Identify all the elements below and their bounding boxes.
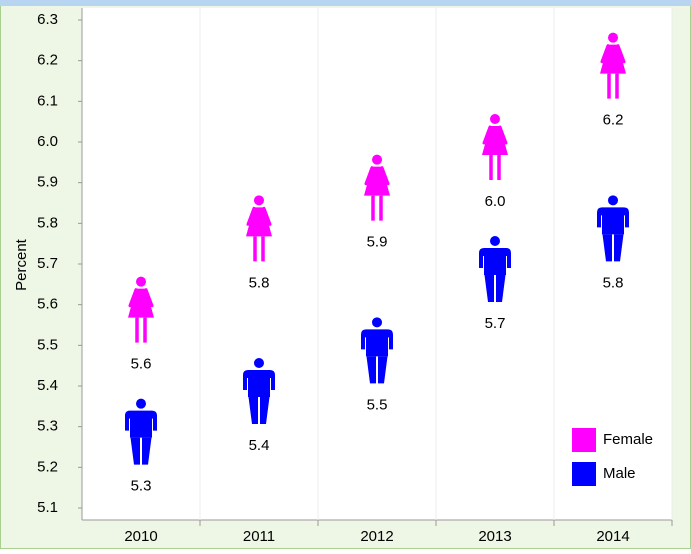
- legs: [248, 397, 270, 424]
- head: [254, 358, 264, 368]
- arms: [246, 206, 272, 226]
- legs: [366, 356, 388, 384]
- head: [372, 154, 382, 165]
- value-label: 5.3: [131, 478, 152, 495]
- legs: [607, 73, 619, 99]
- pictogram: [479, 236, 511, 302]
- arms: [600, 44, 626, 64]
- body: [243, 370, 275, 397]
- head: [608, 32, 618, 43]
- head: [490, 236, 500, 246]
- pictogram: [243, 358, 275, 424]
- pictogram: [125, 398, 157, 465]
- value-label: 6.0: [485, 193, 506, 210]
- y-tick-label: 5.9: [37, 174, 58, 191]
- y-tick-label: 5.8: [37, 214, 58, 231]
- legend-label: Female: [603, 431, 653, 448]
- value-label: 5.4: [249, 437, 270, 454]
- y-tick-label: 6.0: [37, 133, 58, 150]
- legend-swatch: [572, 462, 596, 486]
- y-tick-label: 6.3: [37, 11, 58, 28]
- pictogram: [246, 195, 272, 262]
- pictogram: [128, 276, 154, 343]
- body: [125, 410, 157, 438]
- x-tick-label: 2011: [243, 528, 275, 545]
- y-tick-label: 5.4: [37, 377, 58, 394]
- head: [136, 398, 146, 409]
- pictogram: [482, 114, 508, 180]
- y-tick-label: 5.3: [37, 418, 58, 435]
- top-bar: [0, 0, 691, 6]
- head: [490, 114, 500, 124]
- value-label: 5.7: [485, 315, 506, 332]
- x-tick-label: 2013: [478, 528, 511, 545]
- head: [608, 195, 618, 206]
- head: [254, 195, 264, 206]
- head: [136, 276, 146, 287]
- legend-swatch: [572, 428, 596, 452]
- y-axis-label: Percent: [13, 238, 30, 291]
- legs: [489, 155, 501, 180]
- x-tick-label: 2014: [596, 528, 629, 545]
- pictogram: [361, 317, 393, 384]
- value-label: 5.9: [367, 234, 388, 251]
- legs: [135, 317, 147, 343]
- legs: [602, 234, 624, 262]
- value-label: 6.2: [603, 112, 624, 129]
- pictogram: [600, 32, 626, 99]
- y-tick-label: 5.1: [37, 499, 58, 516]
- pictogram: [364, 154, 390, 221]
- arms: [128, 288, 154, 308]
- y-tick-label: 5.5: [37, 336, 58, 353]
- y-tick-label: 6.1: [37, 92, 58, 109]
- legs: [371, 195, 383, 221]
- body: [597, 207, 629, 235]
- body: [479, 248, 511, 275]
- y-tick-label: 5.7: [37, 255, 58, 272]
- legs: [130, 437, 152, 465]
- arms: [364, 166, 390, 186]
- value-label: 5.5: [367, 396, 388, 413]
- y-tick-label: 6.2: [37, 52, 58, 69]
- x-tick-label: 2010: [124, 528, 157, 545]
- y-tick-label: 5.2: [37, 458, 58, 475]
- arms: [482, 125, 508, 145]
- value-label: 5.8: [603, 274, 624, 291]
- value-label: 5.8: [249, 274, 270, 291]
- legs: [484, 275, 506, 302]
- value-label: 5.6: [131, 356, 152, 373]
- legend-label: Male: [603, 465, 636, 482]
- y-tick-label: 5.6: [37, 296, 58, 313]
- head: [372, 317, 382, 328]
- body: [361, 329, 393, 357]
- pictogram: [597, 195, 629, 262]
- legs: [253, 236, 265, 262]
- x-tick-label: 2012: [360, 528, 393, 545]
